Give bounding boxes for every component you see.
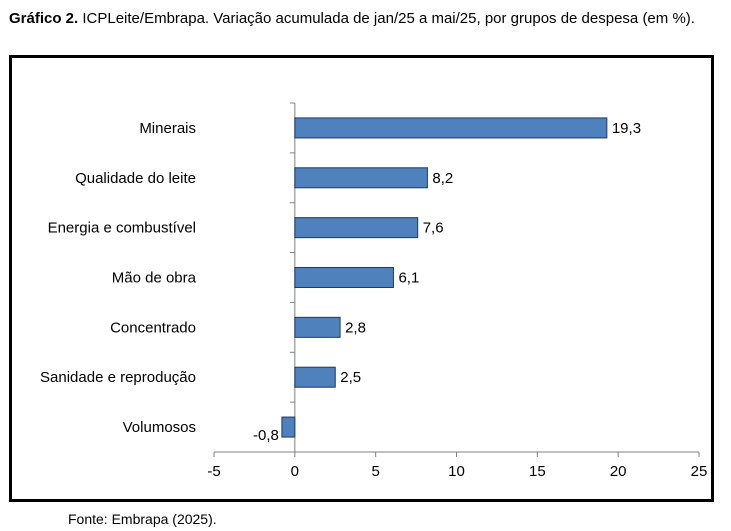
data-label: 19,3 bbox=[612, 120, 641, 137]
bar bbox=[294, 316, 341, 338]
category-label: Sanidade e reprodução bbox=[40, 369, 196, 386]
x-tick-label: 10 bbox=[448, 463, 465, 480]
chart-frame: -5 0 5 10 15 20 25 Minerais 19,3 Qualidade do lei… bbox=[9, 55, 714, 502]
caption-text: ICPLeite/Embrapa. Variação acumulada de … bbox=[78, 10, 695, 27]
bar-chart: -5 0 5 10 15 20 25 Minerais 19,3 Qualidade do lei… bbox=[40, 102, 708, 480]
category-label: Qualidade do leite bbox=[75, 170, 196, 187]
data-label: 2,5 bbox=[340, 369, 361, 386]
x-tick-label: -5 bbox=[207, 463, 220, 480]
x-tick-label: 25 bbox=[691, 463, 708, 480]
x-tick-label: 5 bbox=[371, 463, 379, 480]
bar bbox=[281, 416, 296, 438]
category-label: Mão de obra bbox=[112, 270, 197, 287]
bar bbox=[294, 267, 394, 288]
bar bbox=[294, 117, 608, 139]
caption-label: Gráfico 2. bbox=[9, 10, 79, 27]
bar bbox=[294, 167, 428, 189]
data-label: 6,1 bbox=[398, 270, 419, 287]
data-label: 7,6 bbox=[423, 220, 444, 237]
chart-caption: Gráfico 2. ICPLeite/Embrapa. Variação ac… bbox=[9, 8, 721, 30]
data-label: 8,2 bbox=[432, 170, 453, 187]
category-label: Minerais bbox=[139, 120, 196, 137]
x-tick-label: 0 bbox=[291, 463, 299, 480]
x-tick-label: 15 bbox=[529, 463, 546, 480]
x-tick-label: 20 bbox=[610, 463, 627, 480]
data-label: -0,8 bbox=[253, 427, 279, 444]
category-label: Concentrado bbox=[110, 319, 196, 336]
bar bbox=[294, 366, 336, 388]
data-label: 2,8 bbox=[345, 319, 366, 336]
bar bbox=[294, 217, 419, 239]
category-label: Volumosos bbox=[123, 419, 196, 436]
category-label: Energia e combustível bbox=[48, 220, 196, 237]
source-note: Fonte: Embrapa (2025). bbox=[68, 511, 217, 527]
